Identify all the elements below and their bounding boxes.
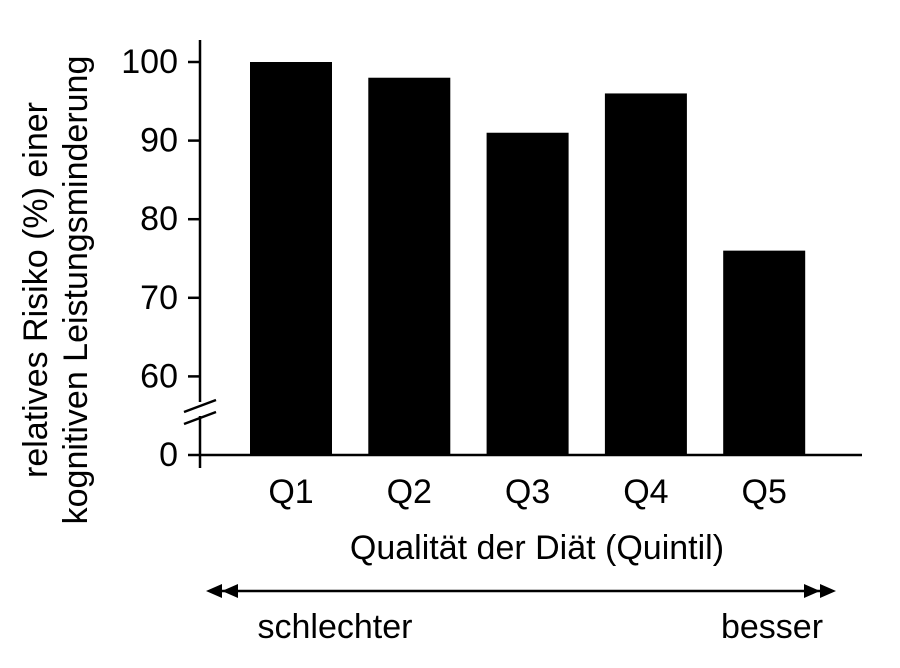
bar bbox=[486, 132, 569, 456]
y-tick-label: 60 bbox=[140, 357, 178, 395]
x-tick-label: Q2 bbox=[387, 473, 432, 511]
y-tick-label: 80 bbox=[140, 200, 178, 238]
x-tick-label: Q1 bbox=[268, 473, 313, 511]
y-axis-label: kognitiven Leistungsminderung bbox=[57, 56, 95, 525]
axis-break bbox=[183, 410, 217, 426]
y-tick-label: 100 bbox=[121, 43, 178, 81]
y-tick-label: 70 bbox=[140, 279, 178, 317]
x-tick-label: Q5 bbox=[742, 473, 787, 511]
bar bbox=[604, 93, 687, 455]
axis-break bbox=[183, 398, 217, 414]
y-axis-label: relatives Risiko (%) einer bbox=[17, 102, 55, 478]
direction-label: schlechter bbox=[258, 608, 413, 646]
bar bbox=[368, 77, 451, 455]
x-tick-label: Q4 bbox=[623, 473, 668, 511]
direction-arrow bbox=[206, 584, 836, 598]
bar bbox=[250, 62, 332, 455]
direction-label: besser bbox=[721, 608, 823, 646]
bar bbox=[723, 250, 806, 455]
y-tick-label: 90 bbox=[140, 122, 178, 160]
x-axis-label: Qualität der Diät (Quintil) bbox=[350, 529, 724, 567]
y-tick-label: 0 bbox=[159, 436, 178, 474]
x-tick-label: Q3 bbox=[505, 473, 550, 511]
